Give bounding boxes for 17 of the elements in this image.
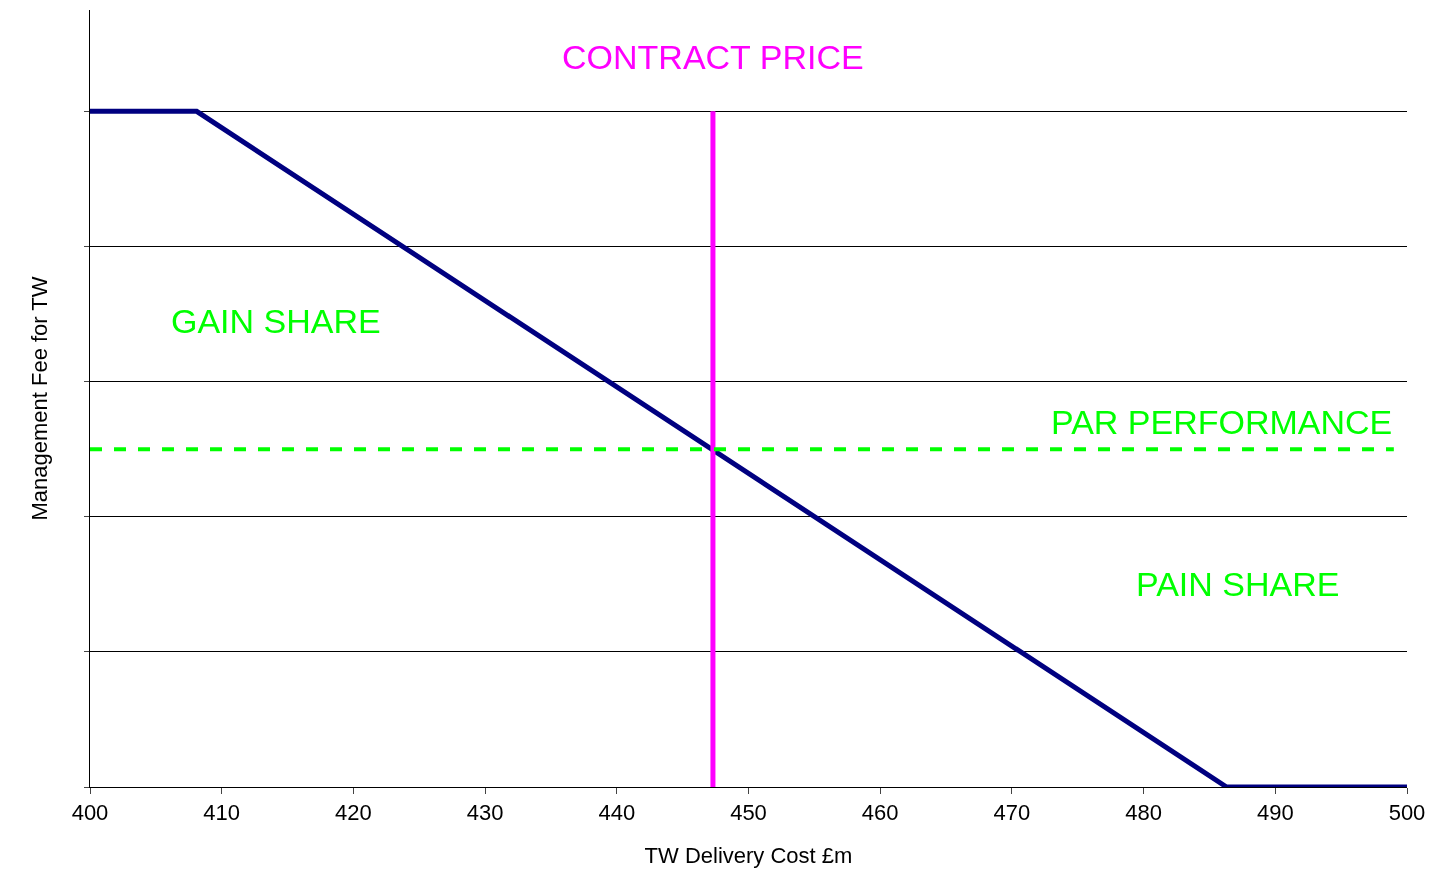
x-tick-label: 460 <box>861 800 899 826</box>
ref-line-label: PAR PERFORMANCE <box>1051 403 1393 441</box>
x-tick-label: 400 <box>71 800 109 826</box>
y-axis-title: Management Fee for TW <box>27 276 52 521</box>
ref-line-label: CONTRACT PRICE <box>562 38 864 76</box>
x-tick-label: 440 <box>598 800 636 826</box>
x-tick-label: 450 <box>730 800 767 826</box>
x-tick-label: 430 <box>466 800 504 826</box>
x-tick-label: 480 <box>1125 800 1162 826</box>
x-axis-title: TW Delivery Cost £m <box>644 843 853 868</box>
annotation: PAIN SHARE <box>1136 565 1340 603</box>
x-tick-label: 420 <box>335 800 372 826</box>
x-tick-label: 470 <box>993 800 1031 826</box>
x-tick-label: 490 <box>1256 800 1294 826</box>
annotation: GAIN SHARE <box>171 302 381 340</box>
x-tick-label: 500 <box>1388 800 1426 826</box>
x-tick-label: 410 <box>203 800 241 826</box>
